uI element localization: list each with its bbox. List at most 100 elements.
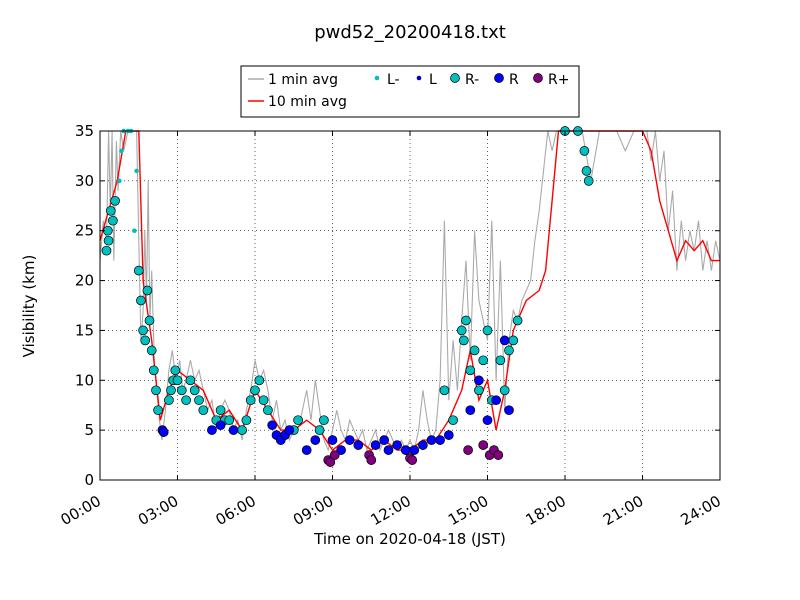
marker-r-minus <box>153 405 163 416</box>
marker-r <box>409 445 420 455</box>
y-axis-label: Visibility (km) <box>20 255 38 358</box>
marker-r-minus <box>110 195 120 206</box>
marker-l-minus <box>119 148 124 154</box>
marker-r-minus <box>504 345 514 356</box>
marker-r-minus <box>181 395 191 406</box>
marker-r-minus <box>499 385 510 396</box>
marker-r-minus <box>103 235 114 246</box>
marker-r-minus <box>254 375 265 386</box>
legend-swatch-r-minus <box>450 73 460 83</box>
grid-lines <box>100 131 720 480</box>
legend-label-r: R <box>509 72 519 88</box>
marker-r <box>301 445 312 455</box>
marker-r-minus <box>105 205 116 216</box>
legend-label-l: L <box>429 72 437 88</box>
marker-r <box>400 445 411 455</box>
marker-r <box>344 435 355 445</box>
marker-r-plus <box>329 450 340 460</box>
marker-r <box>370 440 381 450</box>
marker-r <box>207 425 217 435</box>
marker-r-minus <box>465 365 476 376</box>
marker-r-minus <box>469 345 480 356</box>
marker-r <box>418 440 428 450</box>
y-tick-label: 5 <box>84 421 94 439</box>
marker-r-minus <box>172 375 183 386</box>
marker-l-minus <box>117 178 122 184</box>
marker-r-minus <box>170 365 181 376</box>
marker-r-plus <box>463 445 473 455</box>
marker-r-minus <box>439 385 450 396</box>
marker-r-plus <box>407 455 418 465</box>
marker-r-minus <box>198 405 209 416</box>
marker-r <box>491 395 501 406</box>
marker-r <box>435 435 445 445</box>
marker-r-minus <box>144 315 155 326</box>
marker-r <box>327 435 338 445</box>
legend: 1 min avg L- L R- R R+ 10 min avg <box>240 65 580 118</box>
marker-r-minus <box>448 415 458 426</box>
marker-r <box>426 435 437 445</box>
marker-r-minus <box>224 415 235 426</box>
marker-r-minus <box>189 385 200 396</box>
marker-r-minus <box>293 415 303 426</box>
legend-swatch-l-minus <box>374 75 380 81</box>
y-tick-label: 15 <box>75 321 94 339</box>
y-tick-label: 30 <box>75 172 94 190</box>
marker-r-minus <box>495 355 506 366</box>
marker-r-minus <box>146 345 157 356</box>
marker-r-plus <box>478 440 489 450</box>
marker-r-minus <box>237 425 247 435</box>
marker-r-minus <box>148 365 159 376</box>
marker-r-minus <box>151 385 161 396</box>
marker-r-minus <box>215 405 226 416</box>
marker-r-minus <box>314 425 325 435</box>
marker-r-minus <box>164 395 174 406</box>
marker-r-minus <box>263 405 273 416</box>
marker-r-minus <box>458 335 469 346</box>
marker-r-minus <box>108 215 118 226</box>
y-tick-label: 35 <box>75 122 94 140</box>
marker-r-minus <box>508 335 519 346</box>
marker-r-plus <box>325 457 336 467</box>
legend-swatch-l <box>416 75 422 81</box>
marker-r <box>392 440 402 450</box>
marker-r <box>443 430 454 440</box>
marker-r-minus <box>461 315 471 326</box>
marker-r-minus <box>478 355 489 366</box>
marker-r <box>482 415 493 426</box>
marker-r-minus <box>456 325 467 336</box>
marker-r <box>499 335 510 346</box>
marker-r <box>383 445 394 455</box>
plot-series <box>99 126 721 467</box>
legend-box <box>240 65 580 118</box>
legend-swatch-r <box>494 73 504 83</box>
marker-r-minus <box>194 395 204 406</box>
y-tick-label: 25 <box>75 222 94 240</box>
legend-label-1min: 1 min avg <box>268 72 338 88</box>
marker-r <box>158 427 169 437</box>
marker-r-minus <box>241 415 252 426</box>
y-tick-label: 10 <box>75 371 94 389</box>
marker-r-minus <box>482 325 493 336</box>
marker-l-minus <box>134 168 139 174</box>
marker-r-minus <box>579 146 590 156</box>
marker-r-plus <box>366 455 377 465</box>
marker-r-minus <box>166 385 176 396</box>
marker-r-minus <box>101 245 112 256</box>
y-tick-label: 0 <box>84 471 94 489</box>
legend-swatch-r-plus <box>533 73 543 83</box>
marker-r <box>215 420 226 431</box>
marker-r <box>474 375 484 386</box>
marker-r-minus <box>319 415 329 426</box>
marker-r-minus <box>250 385 260 396</box>
marker-r <box>284 425 295 435</box>
marker-r <box>379 435 390 445</box>
marker-r-minus <box>474 385 484 396</box>
marker-r-minus <box>138 325 148 336</box>
legend-label-l-minus: L- <box>387 72 400 88</box>
marker-r-minus <box>581 166 592 176</box>
y-tick-label: 20 <box>75 272 94 290</box>
marker-r <box>228 425 239 435</box>
marker-r <box>504 405 514 416</box>
